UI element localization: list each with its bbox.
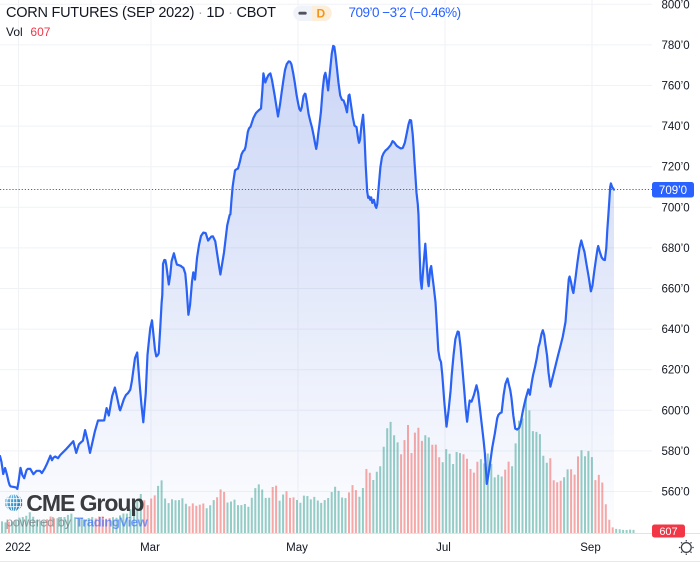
svg-text:660’0: 660’0 [662,284,690,296]
svg-text:TradingView: TradingView [75,515,148,530]
svg-text:CME Group: CME Group [26,490,144,516]
svg-text:709’0: 709’0 [659,185,687,197]
svg-text:D: D [316,7,325,21]
svg-text:May: May [286,542,308,554]
svg-text:600’0: 600’0 [662,405,690,417]
svg-text:720’0: 720’0 [662,162,690,174]
svg-text:680’0: 680’0 [662,243,690,255]
svg-text:607: 607 [659,526,677,538]
svg-text:709’0 −3’2 (−0.46%): 709’0 −3’2 (−0.46%) [349,5,461,20]
svg-text:CORN FUTURES (SEP 2022) · 1D ·: CORN FUTURES (SEP 2022) · 1D · CBOT [6,5,276,21]
svg-text:Mar: Mar [140,542,160,554]
svg-text:Sep: Sep [580,542,600,554]
svg-text:Jul: Jul [436,542,451,554]
svg-text:Vol: Vol [6,25,23,39]
svg-text:780’0: 780’0 [662,40,690,52]
svg-text:560’0: 560’0 [662,487,690,499]
svg-text:620’0: 620’0 [662,365,690,377]
svg-text:760’0: 760’0 [662,81,690,93]
svg-text:2022: 2022 [5,542,31,554]
svg-text:740’0: 740’0 [662,121,690,133]
svg-text:powered by: powered by [6,515,72,530]
svg-text:800’0: 800’0 [662,0,690,11]
svg-text:580’0: 580’0 [662,446,690,458]
svg-text:607: 607 [30,25,50,39]
svg-text:700’0: 700’0 [662,202,690,214]
svg-text:640’0: 640’0 [662,324,690,336]
